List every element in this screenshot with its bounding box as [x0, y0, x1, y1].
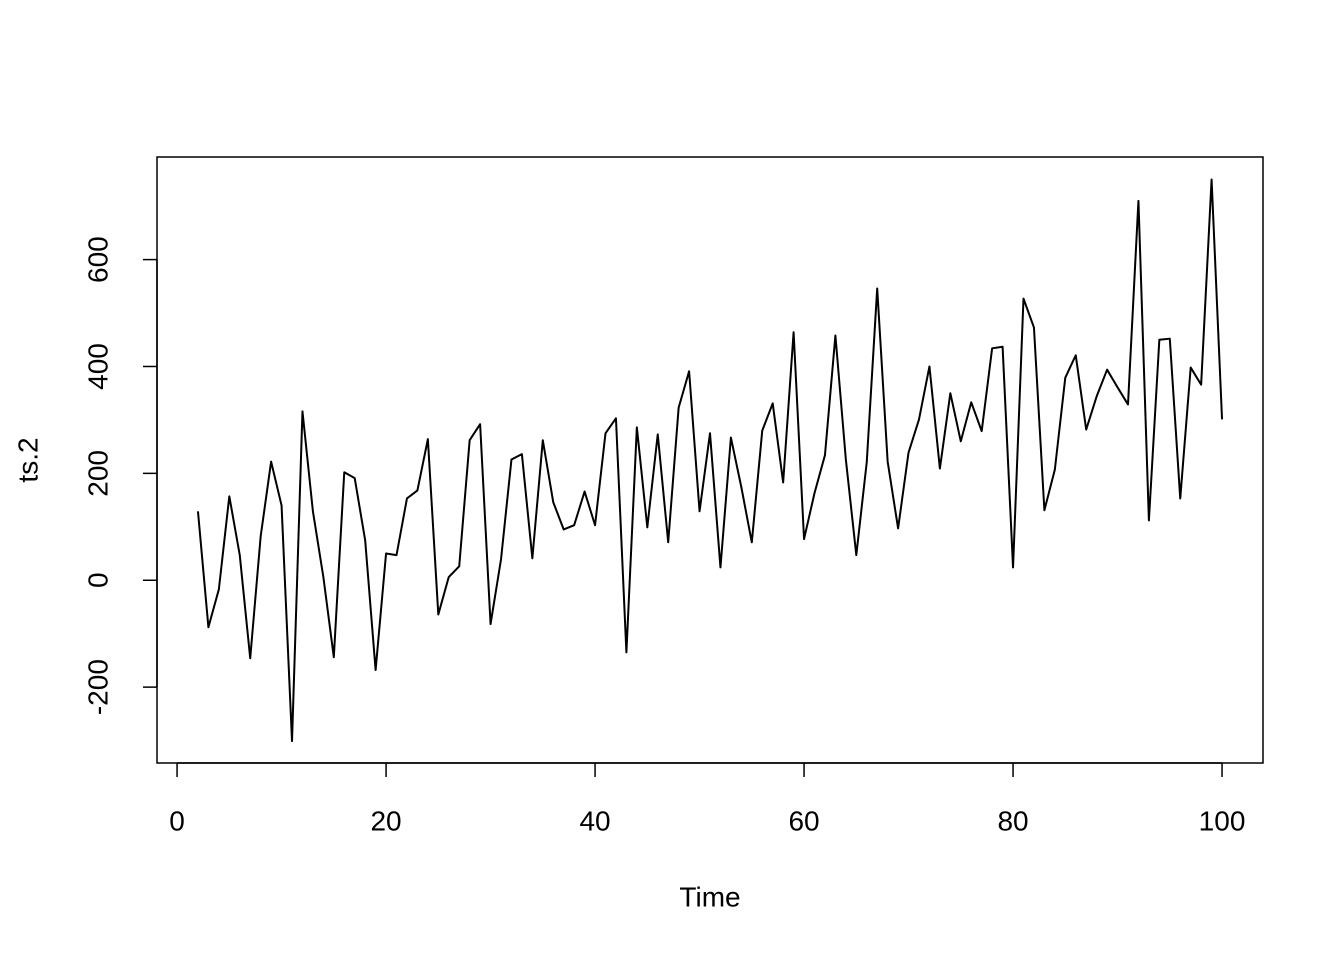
x-tick-label: 0	[169, 805, 185, 836]
x-tick-label: 100	[1199, 805, 1246, 836]
y-tick-label: 400	[82, 343, 113, 390]
y-tick-label: 200	[82, 450, 113, 497]
plot-frame	[156, 156, 1264, 764]
x-axis-label: Time	[679, 881, 740, 912]
series-line	[196, 178, 1224, 743]
y-axis-label: ts.2	[12, 437, 43, 482]
x-tick-label: 60	[788, 805, 819, 836]
y-tick-label: -200	[82, 659, 113, 715]
x-tick-label: 20	[370, 805, 401, 836]
x-tick-label: 40	[579, 805, 610, 836]
y-tick-label: 600	[82, 236, 113, 283]
x-tick-label: 80	[997, 805, 1028, 836]
y-tick-label: 0	[82, 572, 113, 588]
